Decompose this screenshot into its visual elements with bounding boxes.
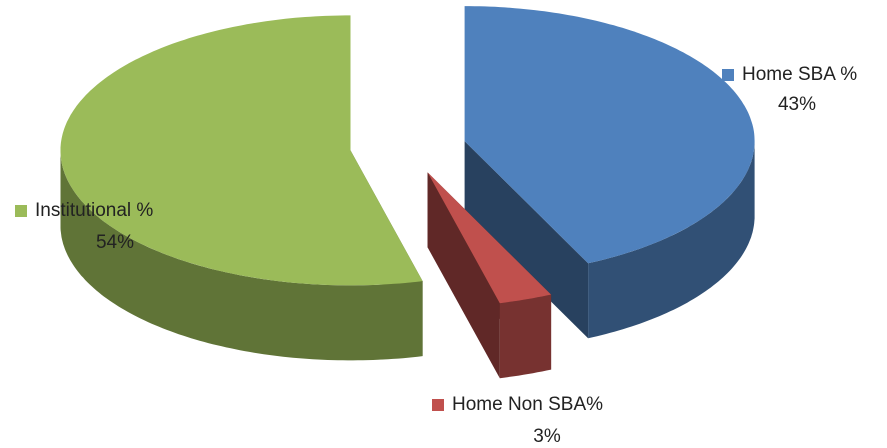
slice-side	[588, 141, 755, 339]
slice-side	[60, 150, 423, 361]
legend-swatch	[15, 205, 27, 217]
slice-wall	[464, 141, 589, 339]
slice-top	[464, 6, 755, 264]
category-label: Home SBA %	[742, 64, 857, 85]
legend-swatch	[722, 69, 734, 81]
slice-top	[427, 172, 552, 304]
value-label: 54%	[96, 232, 134, 253]
legend-swatch	[432, 399, 444, 411]
slice-wall	[427, 172, 500, 379]
slice-side	[499, 294, 552, 379]
slice-top	[60, 15, 423, 286]
category-label: Home Non SBA%	[452, 394, 603, 415]
value-label: 43%	[778, 94, 816, 115]
category-label: Institutional %	[35, 200, 153, 221]
value-label: 3%	[533, 426, 561, 447]
